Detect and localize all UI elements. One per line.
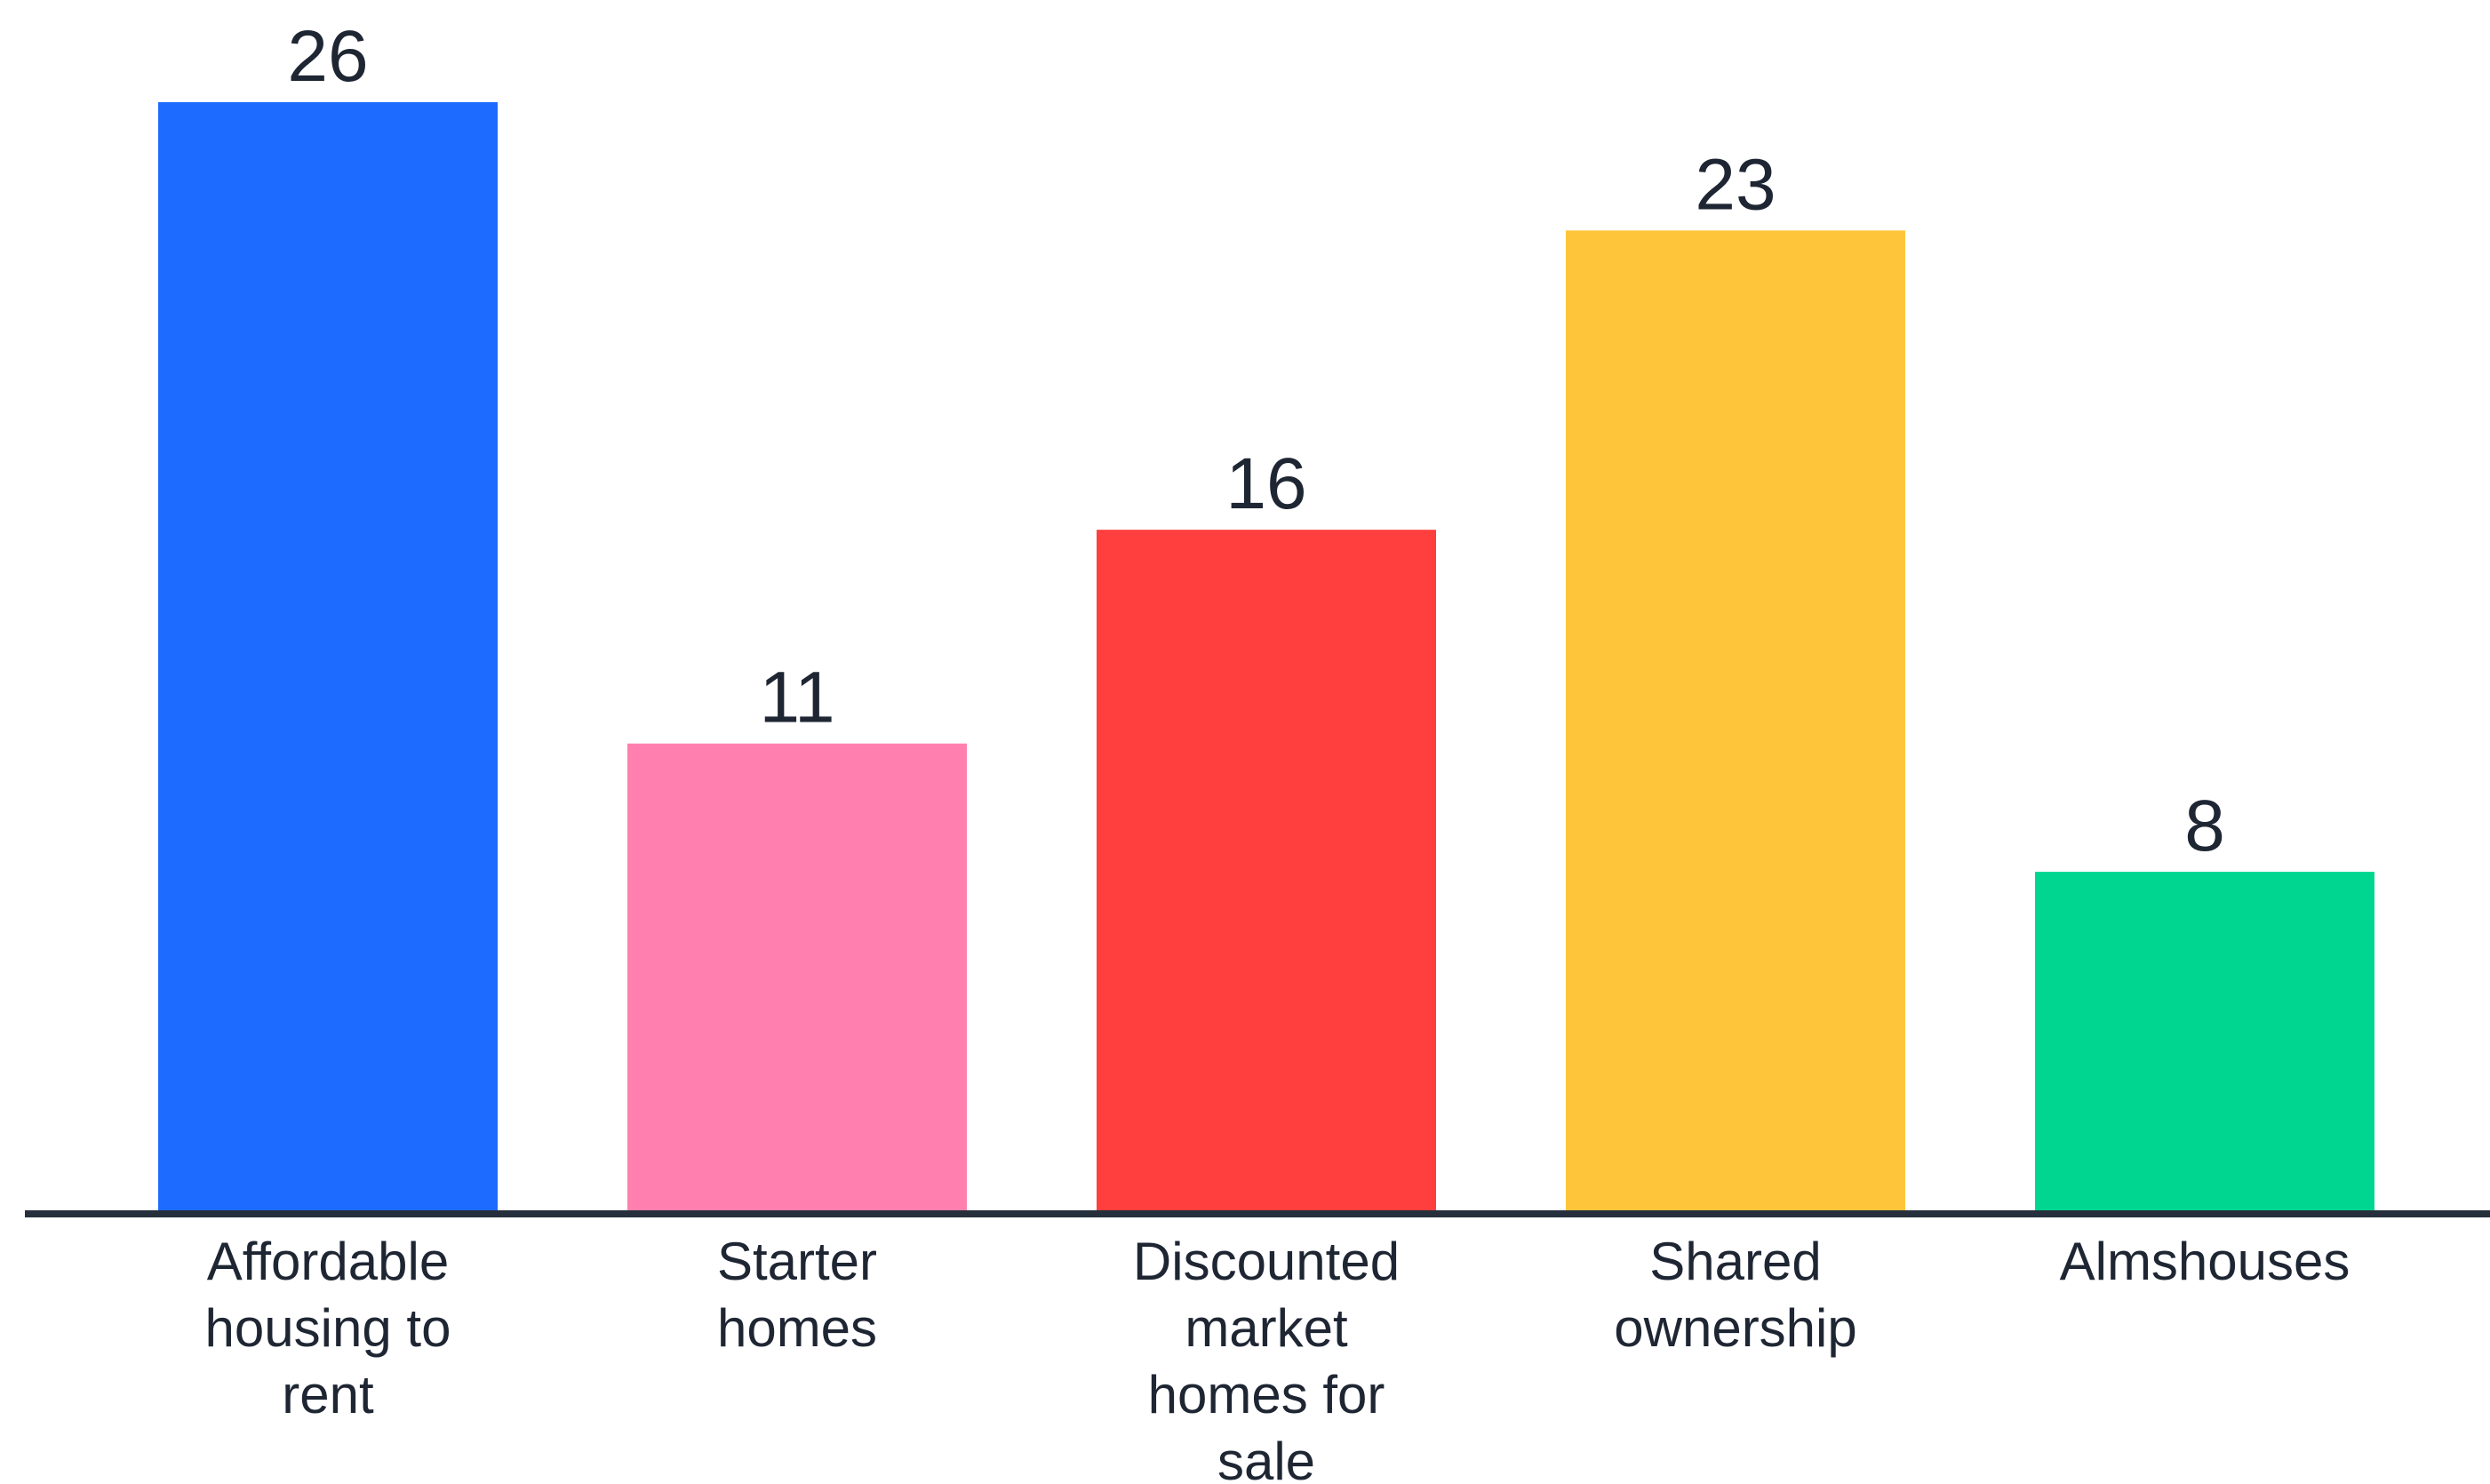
category-label: Discounted market homes for sale xyxy=(1133,1232,1400,1484)
bar-value-label: 11 xyxy=(759,658,834,738)
bar-value-label: 26 xyxy=(287,16,368,97)
bar xyxy=(158,102,498,1214)
bar xyxy=(1097,530,1436,1214)
category-label-line: homes for xyxy=(1148,1365,1385,1424)
category-label-line: housing to xyxy=(205,1298,451,1358)
bar xyxy=(2035,872,2374,1214)
category-labels-group: Affordable housing to rent Starter homes Disc… xyxy=(205,1232,2350,1484)
category-label: Starter homes xyxy=(717,1232,877,1358)
category-label-line: homes xyxy=(717,1298,877,1358)
bar-value-label: 8 xyxy=(2184,786,2225,866)
category-label-line: Discounted xyxy=(1133,1232,1400,1291)
category-label-line: Affordable xyxy=(207,1232,449,1291)
category-label-line: ownership xyxy=(1614,1298,1857,1358)
category-label: Shared ownership xyxy=(1614,1232,1857,1358)
bar-value-label: 23 xyxy=(1695,144,1776,225)
category-label-line: rent xyxy=(282,1365,374,1424)
category-label: Affordable housing to rent xyxy=(205,1232,451,1424)
bar-value-label: 16 xyxy=(1225,443,1306,524)
category-label-line: sale xyxy=(1217,1432,1315,1484)
bars-group xyxy=(158,102,2374,1214)
bar xyxy=(1566,230,1905,1214)
category-label: Almshouses xyxy=(2060,1232,2350,1291)
category-label-line: Almshouses xyxy=(2060,1232,2350,1291)
category-label-line: Shared xyxy=(1649,1232,1821,1291)
category-label-line: market xyxy=(1185,1298,1348,1358)
bar xyxy=(627,743,967,1214)
value-labels-group: 26 11 16 23 8 xyxy=(287,16,2224,866)
category-label-line: Starter xyxy=(717,1232,877,1291)
